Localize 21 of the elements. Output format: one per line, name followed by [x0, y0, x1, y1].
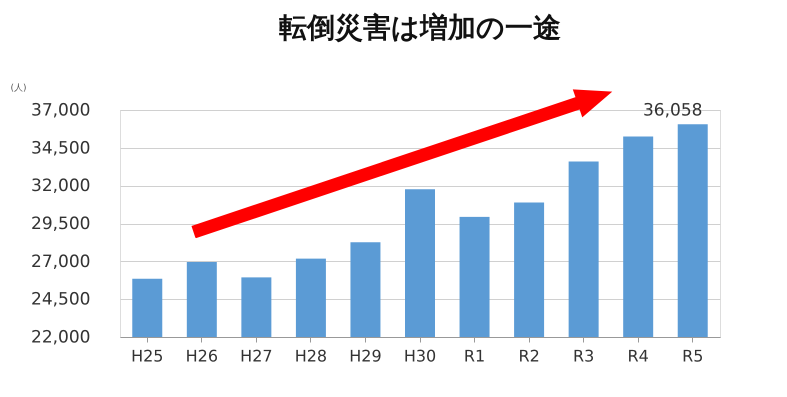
x-tick-label: R4	[628, 346, 649, 366]
x-tick-label: H27	[240, 346, 273, 366]
data-label: 36,058	[642, 100, 702, 120]
x-tick-label: R1	[464, 346, 486, 366]
y-tick-label: 29,500	[31, 214, 90, 234]
y-tick-label: 37,000	[31, 100, 90, 120]
y-tick-label: 24,500	[31, 290, 90, 310]
x-tick-label: R2	[518, 346, 540, 366]
y-axis-title: (人)	[10, 82, 27, 94]
x-tick-label: H29	[349, 346, 382, 366]
y-tick-label: 27,000	[31, 252, 90, 272]
x-tick-label: H25	[131, 346, 164, 366]
x-tick-label: R3	[572, 346, 594, 366]
x-tick-label: H30	[404, 346, 436, 366]
x-tick-label: H26	[186, 346, 218, 366]
x-tick-label: R5	[682, 346, 704, 366]
x-tick-label: H28	[294, 346, 328, 366]
chart-title: 転倒災害は増加の一途	[279, 11, 561, 44]
y-tick-label: 32,000	[31, 176, 90, 196]
y-tick-label: 34,500	[31, 138, 90, 158]
y-tick-label: 22,000	[31, 328, 90, 348]
